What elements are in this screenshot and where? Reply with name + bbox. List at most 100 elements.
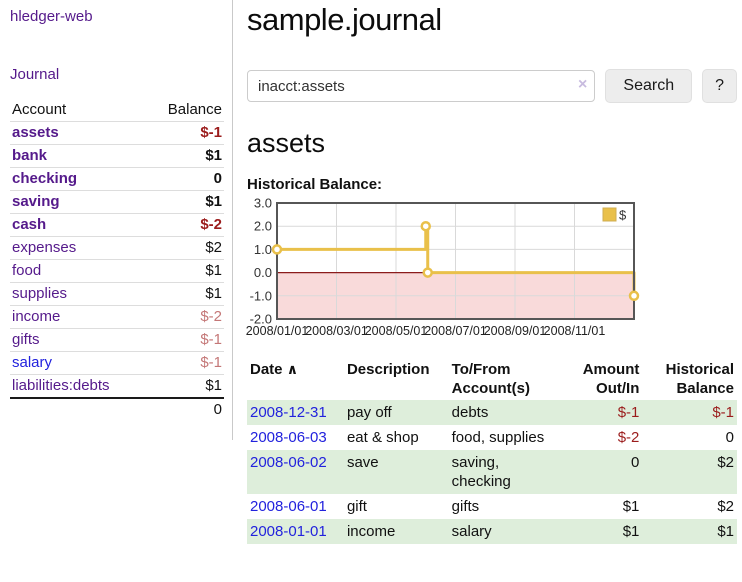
account-balance: $1 (146, 282, 224, 306)
svg-text:2008/03/01: 2008/03/01 (305, 324, 368, 338)
date-column-header[interactable]: Date ∧ (250, 361, 299, 378)
transaction-description: save (343, 450, 449, 494)
chart-legend: $ (602, 207, 627, 223)
transaction-accounts: saving, checking (448, 450, 580, 494)
transaction-description: pay off (343, 400, 449, 425)
transaction-date-link[interactable]: 2008-06-03 (250, 429, 327, 446)
account-balance: $1 (146, 144, 224, 168)
transaction-historical-balance: $-1 (642, 400, 737, 425)
balance-column-header: Balance (167, 101, 222, 118)
sidebar-item-journal[interactable]: Journal (10, 66, 60, 83)
svg-text:$: $ (619, 208, 627, 223)
account-link[interactable]: cash (12, 216, 47, 233)
svg-text:-2.0: -2.0 (250, 312, 272, 327)
transaction-row: 2008-01-01 income salary $1 $1 (247, 519, 737, 544)
account-row: liabilities:debts $1 (10, 374, 224, 398)
description-column-header: Description (346, 361, 430, 378)
clear-search-icon[interactable]: × (578, 76, 588, 93)
account-row: gifts $-1 (10, 328, 224, 352)
transaction-accounts: gifts (451, 498, 480, 515)
transaction-amount: 0 (579, 450, 643, 494)
transaction-amount: $1 (579, 519, 643, 544)
accounts-total-row: 0 (10, 397, 224, 421)
search-button[interactable]: Search (605, 69, 693, 103)
transaction-amount: $-2 (617, 429, 640, 446)
svg-text:2008/09/01: 2008/09/01 (484, 324, 547, 338)
account-row: salary $-1 (10, 351, 224, 375)
transaction-historical-balance: 0 (725, 429, 734, 446)
account-balance: $-1 (146, 328, 224, 352)
account-balance: $-1 (146, 351, 224, 375)
transaction-date-link[interactable]: 2008-01-01 (250, 523, 327, 540)
transaction-row: 2008-06-01 gift gifts $1 $2 (247, 494, 737, 519)
transaction-historical-balance: $2 (642, 450, 737, 494)
svg-text:2008/07/01: 2008/07/01 (424, 324, 487, 338)
register-table: Date ∧ Description To/From Account(s) Amo… (247, 358, 737, 544)
account-row: supplies $1 (10, 282, 224, 306)
transaction-date-link[interactable]: 2008-06-02 (250, 454, 327, 471)
search-bar: × Search ? (247, 69, 737, 103)
account-row: income $-2 (10, 305, 224, 329)
account-balance: $-1 (146, 121, 224, 145)
tofrom-column-header: To/From Account(s) (451, 361, 530, 397)
main-content: sample.journal × Search ? assets Histori… (234, 0, 742, 544)
transaction-date-link[interactable]: 2008-12-31 (250, 404, 327, 421)
svg-text:2008/11/01: 2008/11/01 (544, 324, 606, 338)
sidebar: hledger-web Journal Account Balance asse… (0, 0, 233, 440)
account-row: cash $-2 (10, 213, 224, 237)
account-row: expenses $2 (10, 236, 224, 260)
account-link[interactable]: bank (12, 147, 48, 164)
transaction-historical-balance: $1 (642, 519, 737, 544)
transaction-accounts: debts (448, 400, 580, 425)
account-column-header: Account (12, 101, 67, 118)
account-link[interactable]: income (12, 308, 61, 325)
account-balance: $2 (146, 236, 224, 260)
account-link[interactable]: assets (12, 124, 59, 141)
brand-link[interactable]: hledger-web (10, 8, 93, 25)
account-row: food $1 (10, 259, 224, 283)
page-title: sample.journal (247, 2, 442, 37)
transaction-description: gift (346, 498, 367, 515)
account-link[interactable]: checking (12, 170, 78, 187)
account-link[interactable]: supplies (12, 285, 68, 302)
svg-text:2008/05/01: 2008/05/01 (365, 324, 428, 338)
transaction-date-link[interactable]: 2008-06-01 (250, 498, 327, 515)
transaction-description: income (343, 519, 449, 544)
account-balance: 0 (146, 167, 224, 191)
transaction-accounts: salary (448, 519, 580, 544)
account-link[interactable]: gifts (12, 331, 40, 348)
account-balance: $1 (146, 190, 224, 214)
transaction-row: 2008-06-03 eat & shop food, supplies $-2 0 (247, 425, 737, 450)
svg-text:0.0: 0.0 (254, 265, 272, 280)
svg-text:2008/01/01: 2008/01/01 (246, 324, 309, 338)
account-balance: $1 (146, 259, 224, 283)
account-row: saving $1 (10, 190, 224, 214)
account-row: checking 0 (10, 167, 224, 191)
account-heading: assets (247, 128, 326, 158)
search-box: × (247, 70, 596, 102)
account-balance: $-2 (146, 305, 224, 329)
account-balance: $1 (146, 374, 224, 398)
transaction-row: 2008-06-02 save saving, checking 0 $2 (247, 450, 737, 494)
svg-text:2.0: 2.0 (254, 219, 272, 234)
transaction-amount: $-1 (579, 400, 643, 425)
svg-text:1.0: 1.0 (254, 242, 272, 257)
help-button[interactable]: ? (702, 69, 737, 103)
accounts-table-header: Account Balance (10, 98, 224, 122)
sort-ascending-icon: ∧ (286, 361, 299, 377)
historical-column-header: Historical Balance (665, 361, 734, 397)
account-link[interactable]: food (12, 262, 42, 279)
account-row: assets $-1 (10, 121, 224, 145)
transaction-accounts: food, supplies (451, 429, 545, 446)
account-link[interactable]: liabilities:debts (12, 377, 110, 394)
svg-text:-1.0: -1.0 (250, 288, 272, 303)
transaction-amount: $1 (622, 498, 640, 515)
chart-svg: 3.0 2.0 1.0 0.0 -1.0 -2.02008/01/012008/03/01… (246, 196, 640, 338)
account-link[interactable]: salary (12, 354, 53, 371)
account-link[interactable]: saving (12, 193, 60, 210)
accounts-total-value: 0 (146, 397, 224, 421)
search-input[interactable] (247, 70, 596, 102)
chart-title: Historical Balance: (247, 176, 383, 193)
account-link[interactable]: expenses (12, 239, 77, 256)
svg-text:3.0: 3.0 (254, 196, 272, 211)
